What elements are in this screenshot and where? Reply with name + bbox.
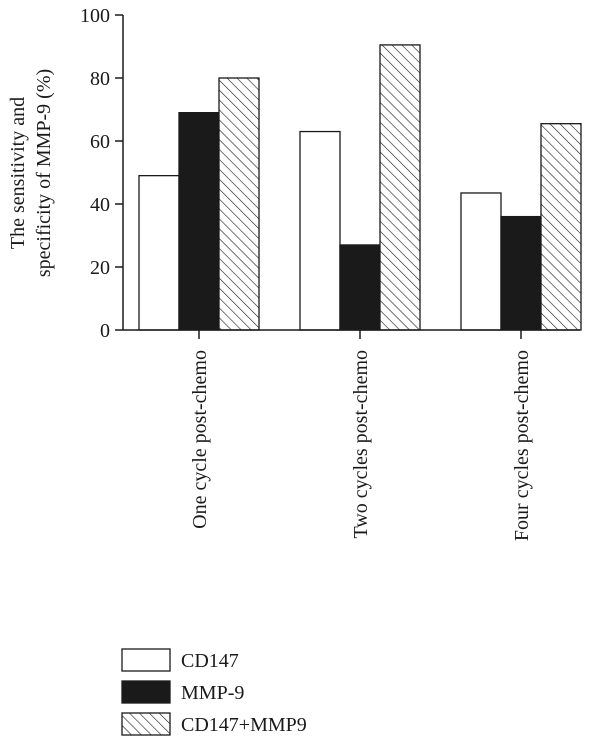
y-tick-label: 20: [90, 257, 110, 279]
bar-mmp-9-1: [178, 112, 220, 331]
bars: [138, 44, 582, 331]
legend-label: CD147+MMP9: [181, 714, 307, 736]
bar-cd147-mmp9-2: [379, 44, 421, 331]
x-axis: One cycle post-chemo Two cycles post-chem…: [123, 329, 580, 541]
legend-swatch: [121, 648, 171, 672]
x-tick-label: One cycle post-chemo: [189, 350, 211, 529]
legend-label: CD147: [181, 650, 239, 672]
y-axis-label-line-2: specificity of MMP-9 (%): [33, 69, 55, 277]
x-tick-label: Four cycles post-chemo: [511, 350, 533, 541]
bar-cd147-mmp9-1: [218, 77, 260, 331]
y-tick-label: 100: [80, 5, 110, 27]
y-tick-label: 60: [90, 131, 110, 153]
y-tick-label: 80: [90, 68, 110, 90]
y-tick-label: 40: [90, 194, 110, 216]
bar-cd147-mmp9-3: [540, 123, 582, 331]
bar-mmp-9-2: [339, 244, 381, 331]
bar-cd147-2: [299, 130, 341, 331]
bar-cd147-1: [138, 174, 180, 331]
y-axis-label-line-1: The sensitivity and: [7, 97, 29, 249]
legend-swatch: [121, 680, 171, 704]
legend-label: MMP-9: [181, 682, 244, 704]
bar-mmp-9-3: [500, 215, 542, 331]
y-axis: 0 20 40 60 80 100: [80, 5, 124, 342]
bar-cd147-3: [460, 192, 502, 331]
x-tick-label: Two cycles post-chemo: [350, 350, 372, 539]
y-tick-label: 0: [100, 320, 110, 342]
legend: CD147 MMP-9 CD147+MMP9: [121, 648, 307, 736]
legend-swatch: [121, 712, 171, 736]
